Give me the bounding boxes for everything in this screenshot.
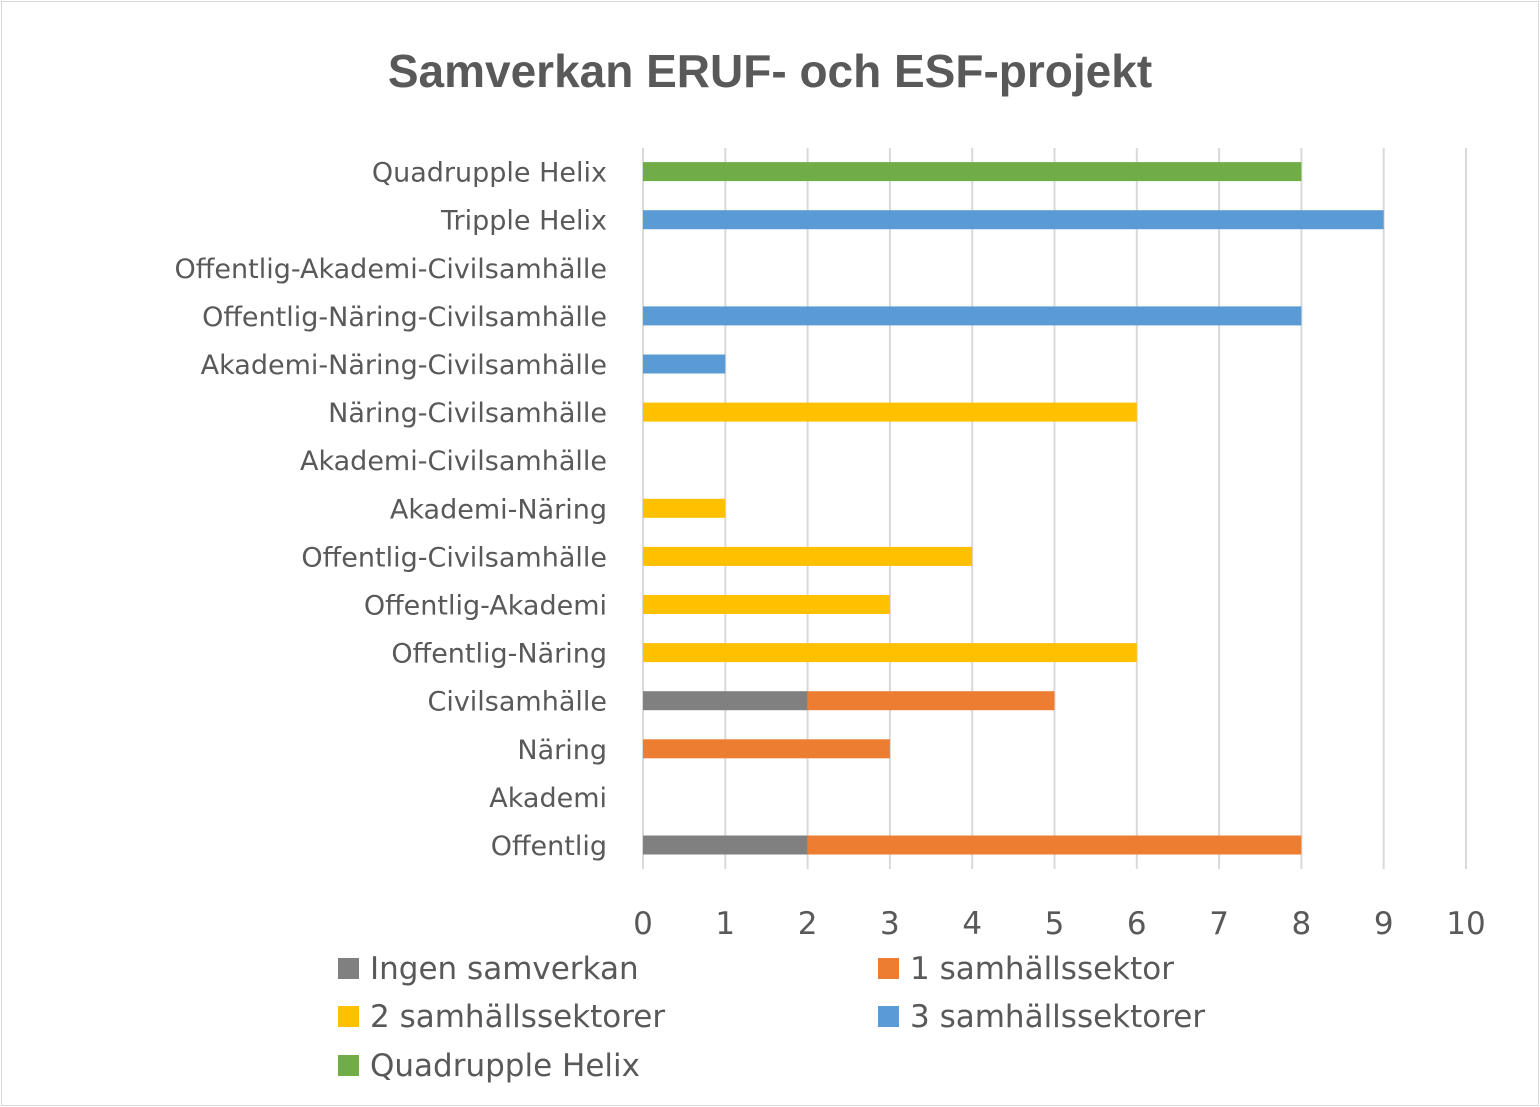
legend-label-ingen-samverkan: Ingen samverkan	[370, 951, 639, 987]
legend-swatch-3-samhallssektorer	[878, 1006, 899, 1027]
legend-swatch-1-samhallssektor	[878, 958, 899, 979]
x-tick-label-1: 1	[715, 906, 735, 942]
x-axis-tick-labels: 0 1 2 3 4 5 6 7 8 9 10	[633, 906, 1486, 942]
legend-swatch-2-samhallssektorer	[338, 1006, 359, 1027]
category-label-tripple-helix: Tripple Helix	[440, 206, 607, 237]
legend-item-2-samhallssektorer: 2 samhällssektorer	[338, 999, 665, 1035]
x-tick-label-8: 8	[1292, 906, 1312, 942]
category-label-naring-civilsamhalle: Näring-Civilsamhälle	[328, 398, 607, 429]
category-label-akademi-naring-civilsamhalle: Akademi-Näring-Civilsamhälle	[201, 350, 607, 381]
legend-label-2-samhallssektorer: 2 samhällssektorer	[370, 999, 665, 1035]
bar-civilsamhalle-ingen-samverkan	[643, 691, 808, 711]
category-label-akademi-civilsamhalle: Akademi-Civilsamhälle	[300, 446, 607, 477]
legend-item-3-samhallssektorer: 3 samhällssektorer	[878, 999, 1205, 1035]
category-label-offentlig-akademi: Offentlig-Akademi	[364, 591, 607, 622]
legend-item-quadrupple-helix: Quadrupple Helix	[338, 1048, 640, 1084]
category-labels: Offentlig Akademi Näring Civilsamhälle Offen…	[175, 158, 607, 862]
category-label-quadrupple-helix: Quadrupple Helix	[372, 158, 607, 189]
bar-naring-civilsamhalle-2-samhallssektorer	[643, 402, 1137, 422]
category-label-civilsamhalle: Civilsamhälle	[427, 687, 607, 718]
category-label-offentlig-naring-civilsamhalle: Offentlig-Näring-Civilsamhälle	[202, 302, 607, 333]
bar-offentlig-naring-civilsamhalle-3-samhallssektorer	[643, 306, 1302, 326]
bars	[643, 162, 1384, 855]
x-tick-label-0: 0	[633, 906, 653, 942]
legend-swatch-quadrupple-helix	[338, 1055, 359, 1076]
legend-item-1-samhallssektor: 1 samhällssektor	[878, 951, 1174, 987]
category-label-akademi: Akademi	[489, 783, 607, 814]
x-tick-label-4: 4	[962, 906, 982, 942]
chart-title: Samverkan ERUF- och ESF-projekt	[388, 45, 1152, 97]
category-label-offentlig-civilsamhalle: Offentlig-Civilsamhälle	[301, 542, 607, 573]
bar-offentlig-ingen-samverkan	[643, 835, 808, 855]
bar-offentlig-akademi-2-samhallssektorer	[643, 595, 890, 614]
bar-naring-1-samhallssektor	[643, 739, 890, 759]
x-tick-label-9: 9	[1374, 906, 1394, 942]
x-tick-label-3: 3	[880, 906, 900, 942]
category-label-offentlig-akademi-civilsamhalle: Offentlig-Akademi-Civilsamhälle	[175, 254, 607, 285]
legend: Ingen samverkan 1 samhällssektor 2 samhäll…	[338, 951, 1205, 1084]
x-tick-label-6: 6	[1127, 906, 1147, 942]
legend-label-3-samhallssektorer: 3 samhällssektorer	[910, 999, 1205, 1035]
gridlines	[642, 148, 1467, 869]
bar-civilsamhalle-1-samhallssektor	[807, 691, 1055, 711]
bar-offentlig-1-samhallssektor	[807, 835, 1302, 855]
x-tick-label-10: 10	[1446, 906, 1485, 942]
category-label-offentlig-naring: Offentlig-Näring	[391, 639, 607, 670]
x-tick-label-7: 7	[1209, 906, 1229, 942]
legend-label-1-samhallssektor: 1 samhällssektor	[910, 951, 1174, 987]
legend-item-ingen-samverkan: Ingen samverkan	[338, 951, 639, 987]
category-label-naring: Näring	[517, 735, 607, 766]
bar-tripple-helix-3-samhallssektorer	[643, 210, 1384, 230]
category-label-akademi-naring: Akademi-Näring	[390, 494, 607, 525]
legend-label-quadrupple-helix: Quadrupple Helix	[370, 1048, 640, 1084]
legend-swatch-ingen-samverkan	[338, 958, 359, 979]
bar-akademi-naring-civilsamhalle-3-samhallssektorer	[643, 354, 726, 374]
bar-offentlig-naring-2-samhallssektorer	[643, 643, 1137, 663]
bar-offentlig-civilsamhalle-2-samhallssektorer	[643, 546, 973, 566]
category-label-offentlig: Offentlig	[491, 831, 607, 862]
bar-akademi-naring-2-samhallssektorer	[643, 498, 726, 518]
x-tick-label-5: 5	[1045, 906, 1065, 942]
bar-quadrupple-helix-quadrupple-helix	[643, 162, 1302, 182]
x-tick-label-2: 2	[798, 906, 818, 942]
